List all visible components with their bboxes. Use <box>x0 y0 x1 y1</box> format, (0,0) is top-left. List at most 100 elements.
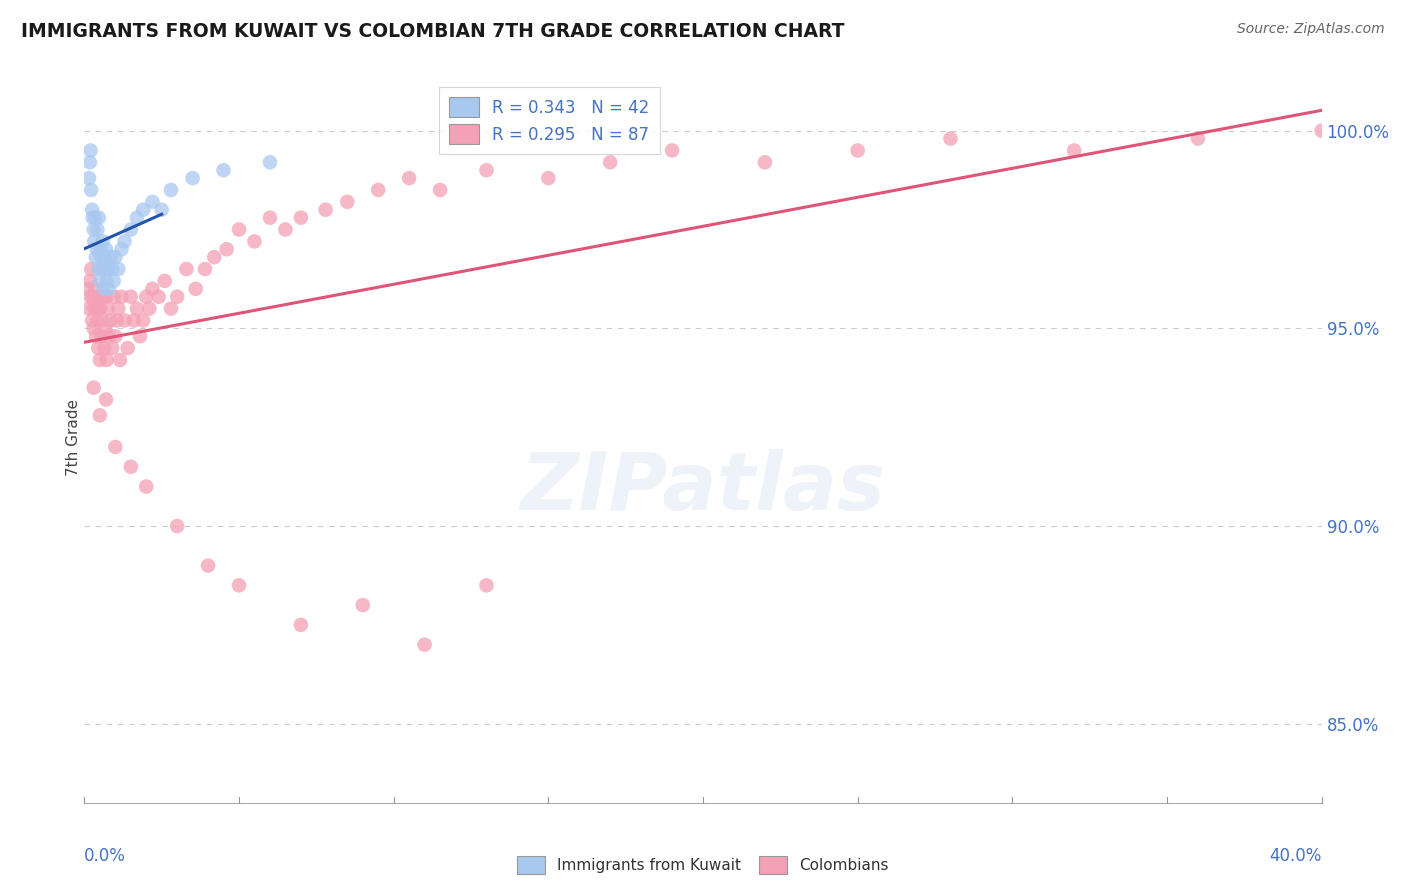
Point <box>336 194 359 209</box>
Point <box>184 282 207 296</box>
Point <box>212 163 235 178</box>
Point <box>80 183 103 197</box>
Point <box>94 290 117 304</box>
Point <box>96 301 118 316</box>
Point <box>274 222 297 236</box>
Point <box>120 290 142 304</box>
Point <box>243 235 266 249</box>
Point <box>84 211 107 225</box>
Point <box>141 194 163 209</box>
Point <box>939 131 962 145</box>
Point <box>77 301 100 316</box>
Point <box>83 222 105 236</box>
Point <box>100 250 122 264</box>
Legend: Immigrants from Kuwait, Colombians: Immigrants from Kuwait, Colombians <box>512 850 894 880</box>
Point <box>215 242 238 256</box>
Point <box>83 381 105 395</box>
Point <box>290 618 312 632</box>
Point <box>398 171 420 186</box>
Point <box>176 262 198 277</box>
Point <box>80 262 103 277</box>
Point <box>86 242 108 256</box>
Point <box>141 282 163 296</box>
Point <box>101 262 124 277</box>
Point <box>413 638 436 652</box>
Point <box>153 274 176 288</box>
Point <box>79 144 101 158</box>
Point <box>91 313 114 327</box>
Point <box>84 329 107 343</box>
Point <box>125 211 148 225</box>
Point <box>166 519 188 533</box>
Point <box>86 301 108 316</box>
Point <box>82 290 104 304</box>
Point <box>76 282 98 296</box>
Point <box>84 282 107 296</box>
Point <box>150 202 173 217</box>
Point <box>429 183 451 197</box>
Point <box>661 144 683 158</box>
Point <box>754 155 776 169</box>
Point <box>90 250 112 264</box>
Point <box>475 578 498 592</box>
Point <box>98 329 121 343</box>
Point <box>82 202 104 217</box>
Point <box>108 353 131 368</box>
Point <box>194 262 217 277</box>
Point <box>129 329 152 343</box>
Point <box>79 290 101 304</box>
Point <box>77 171 100 186</box>
Point <box>83 321 105 335</box>
Point <box>101 341 124 355</box>
Point <box>1310 123 1333 137</box>
Point <box>228 222 250 236</box>
Point <box>89 242 111 256</box>
Point <box>87 211 110 225</box>
Point <box>135 479 157 493</box>
Point <box>104 250 127 264</box>
Text: ZIPatlas: ZIPatlas <box>520 450 886 527</box>
Point <box>475 163 498 178</box>
Point <box>87 341 110 355</box>
Point <box>315 202 337 217</box>
Point <box>98 282 121 296</box>
Point <box>82 313 104 327</box>
Point <box>202 250 225 264</box>
Point <box>259 211 281 225</box>
Point <box>84 250 107 264</box>
Point <box>79 274 101 288</box>
Point <box>82 211 104 225</box>
Point <box>107 301 129 316</box>
Point <box>132 313 155 327</box>
Point <box>96 274 118 288</box>
Y-axis label: 7th Grade: 7th Grade <box>66 399 82 475</box>
Point <box>120 459 142 474</box>
Point <box>86 222 108 236</box>
Text: Source: ZipAtlas.com: Source: ZipAtlas.com <box>1237 22 1385 37</box>
Point <box>166 290 188 304</box>
Point <box>93 282 115 296</box>
Point <box>89 409 111 423</box>
Point <box>79 155 101 169</box>
Text: 0.0%: 0.0% <box>84 847 127 864</box>
Point <box>86 313 108 327</box>
Point <box>1187 131 1209 145</box>
Point <box>94 262 117 277</box>
Point <box>91 290 114 304</box>
Point <box>160 183 183 197</box>
Text: IMMIGRANTS FROM KUWAIT VS COLOMBIAN 7TH GRADE CORRELATION CHART: IMMIGRANTS FROM KUWAIT VS COLOMBIAN 7TH … <box>21 22 845 41</box>
Point <box>83 301 105 316</box>
Point <box>93 341 115 355</box>
Point <box>100 313 122 327</box>
Point <box>107 262 129 277</box>
Point <box>148 290 170 304</box>
Point <box>103 290 125 304</box>
Text: 40.0%: 40.0% <box>1270 847 1322 864</box>
Point <box>93 250 115 264</box>
Point <box>96 262 118 277</box>
Point <box>96 353 118 368</box>
Point <box>290 211 312 225</box>
Point <box>135 290 157 304</box>
Point <box>89 301 111 316</box>
Point <box>94 392 117 407</box>
